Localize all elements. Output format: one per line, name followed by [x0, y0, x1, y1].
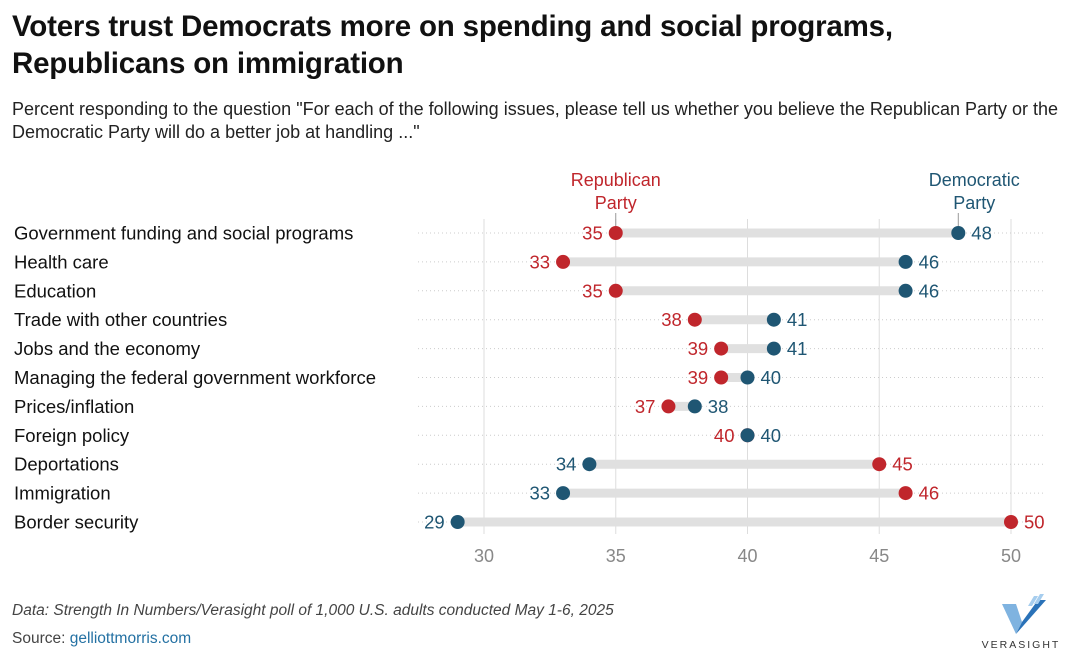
verasight-logo-text: VERASIGHT [982, 639, 1061, 651]
republican-value-label: 33 [529, 251, 550, 272]
democratic-dot [450, 515, 465, 529]
x-tick-label: 50 [1001, 546, 1021, 566]
democratic-dot [951, 226, 966, 240]
republican-value-label: 37 [635, 396, 656, 417]
republican-dot [556, 254, 571, 269]
category-label: Immigration [14, 483, 111, 504]
republican-dot [714, 341, 729, 356]
x-tick-label: 45 [869, 546, 889, 566]
legend-republican-line2: Party [595, 193, 637, 213]
democratic-dot [687, 399, 702, 414]
republican-dot [898, 486, 913, 501]
category-label: Foreign policy [14, 425, 130, 446]
republican-value-label: 38 [661, 309, 682, 330]
legend-republican-line1: Republican [571, 170, 661, 190]
republican-value-label: 50 [1024, 512, 1045, 533]
verasight-v-icon [1002, 594, 1046, 634]
republican-value-label: 39 [688, 367, 709, 388]
democratic-value-label: 33 [529, 483, 550, 504]
chart-title: Voters trust Democrats more on spending … [12, 10, 893, 80]
democratic-dot [740, 428, 755, 443]
republican-value-label: 45 [892, 454, 913, 475]
democratic-dot [898, 283, 913, 298]
x-tick-label: 35 [606, 546, 626, 566]
category-label: Government funding and social programs [14, 223, 353, 244]
democratic-value-label: 48 [971, 223, 992, 244]
source-link[interactable]: gelliottmorris.com [69, 630, 192, 647]
republican-dot [714, 370, 729, 385]
republican-dot [1004, 515, 1018, 529]
democratic-value-label: 41 [787, 338, 808, 359]
democratic-value-label: 34 [556, 454, 577, 475]
x-tick-label: 30 [474, 546, 494, 566]
democratic-value-label: 40 [761, 367, 782, 388]
democratic-value-label: 38 [708, 396, 729, 417]
chart-subtitle: Percent responding to the question "For … [12, 99, 1059, 142]
democratic-value-label: 41 [787, 309, 808, 330]
data-note: Data: Strength In Numbers/Verasight poll… [12, 602, 614, 619]
republican-dot [608, 283, 623, 298]
category-label: Managing the federal government workforc… [14, 367, 376, 388]
democratic-value-label: 29 [424, 512, 445, 533]
verasight-logo: VERASIGHT [982, 594, 1061, 651]
democratic-value-label: 46 [919, 280, 940, 301]
category-label: Prices/inflation [14, 396, 134, 417]
democratic-dot [766, 312, 781, 327]
republican-value-label: 46 [919, 483, 940, 504]
x-tick-label: 40 [737, 546, 757, 566]
republican-dot [608, 226, 623, 240]
republican-value-label: 35 [582, 280, 603, 301]
republican-value-label: 40 [714, 425, 735, 446]
democratic-dot [582, 457, 597, 472]
democratic-dot [898, 254, 913, 269]
republican-value-label: 35 [582, 223, 603, 244]
democratic-value-label: 40 [761, 425, 782, 446]
category-label: Health care [14, 251, 109, 272]
republican-dot [687, 312, 702, 327]
category-label: Deportations [14, 454, 119, 475]
dot-chart: 30 35 40 45 50 Republican Party Democratic Party… [14, 170, 1045, 566]
source-line: Source: gelliottmorris.com [12, 630, 191, 648]
category-label: Border security [14, 512, 139, 533]
democratic-dot [556, 486, 571, 501]
category-label: Trade with other countries [14, 309, 227, 330]
democratic-dot [740, 370, 755, 385]
category-label: Education [14, 280, 96, 301]
source-label: Source: [12, 630, 66, 647]
republican-dot [872, 457, 887, 472]
legend-democratic-line2: Party [953, 193, 995, 213]
republican-dot [661, 399, 676, 414]
category-label: Jobs and the economy [14, 338, 201, 359]
democratic-dot [766, 341, 781, 356]
republican-value-label: 39 [688, 338, 709, 359]
democratic-value-label: 46 [919, 251, 940, 272]
legend-democratic-line1: Democratic [929, 170, 1020, 190]
